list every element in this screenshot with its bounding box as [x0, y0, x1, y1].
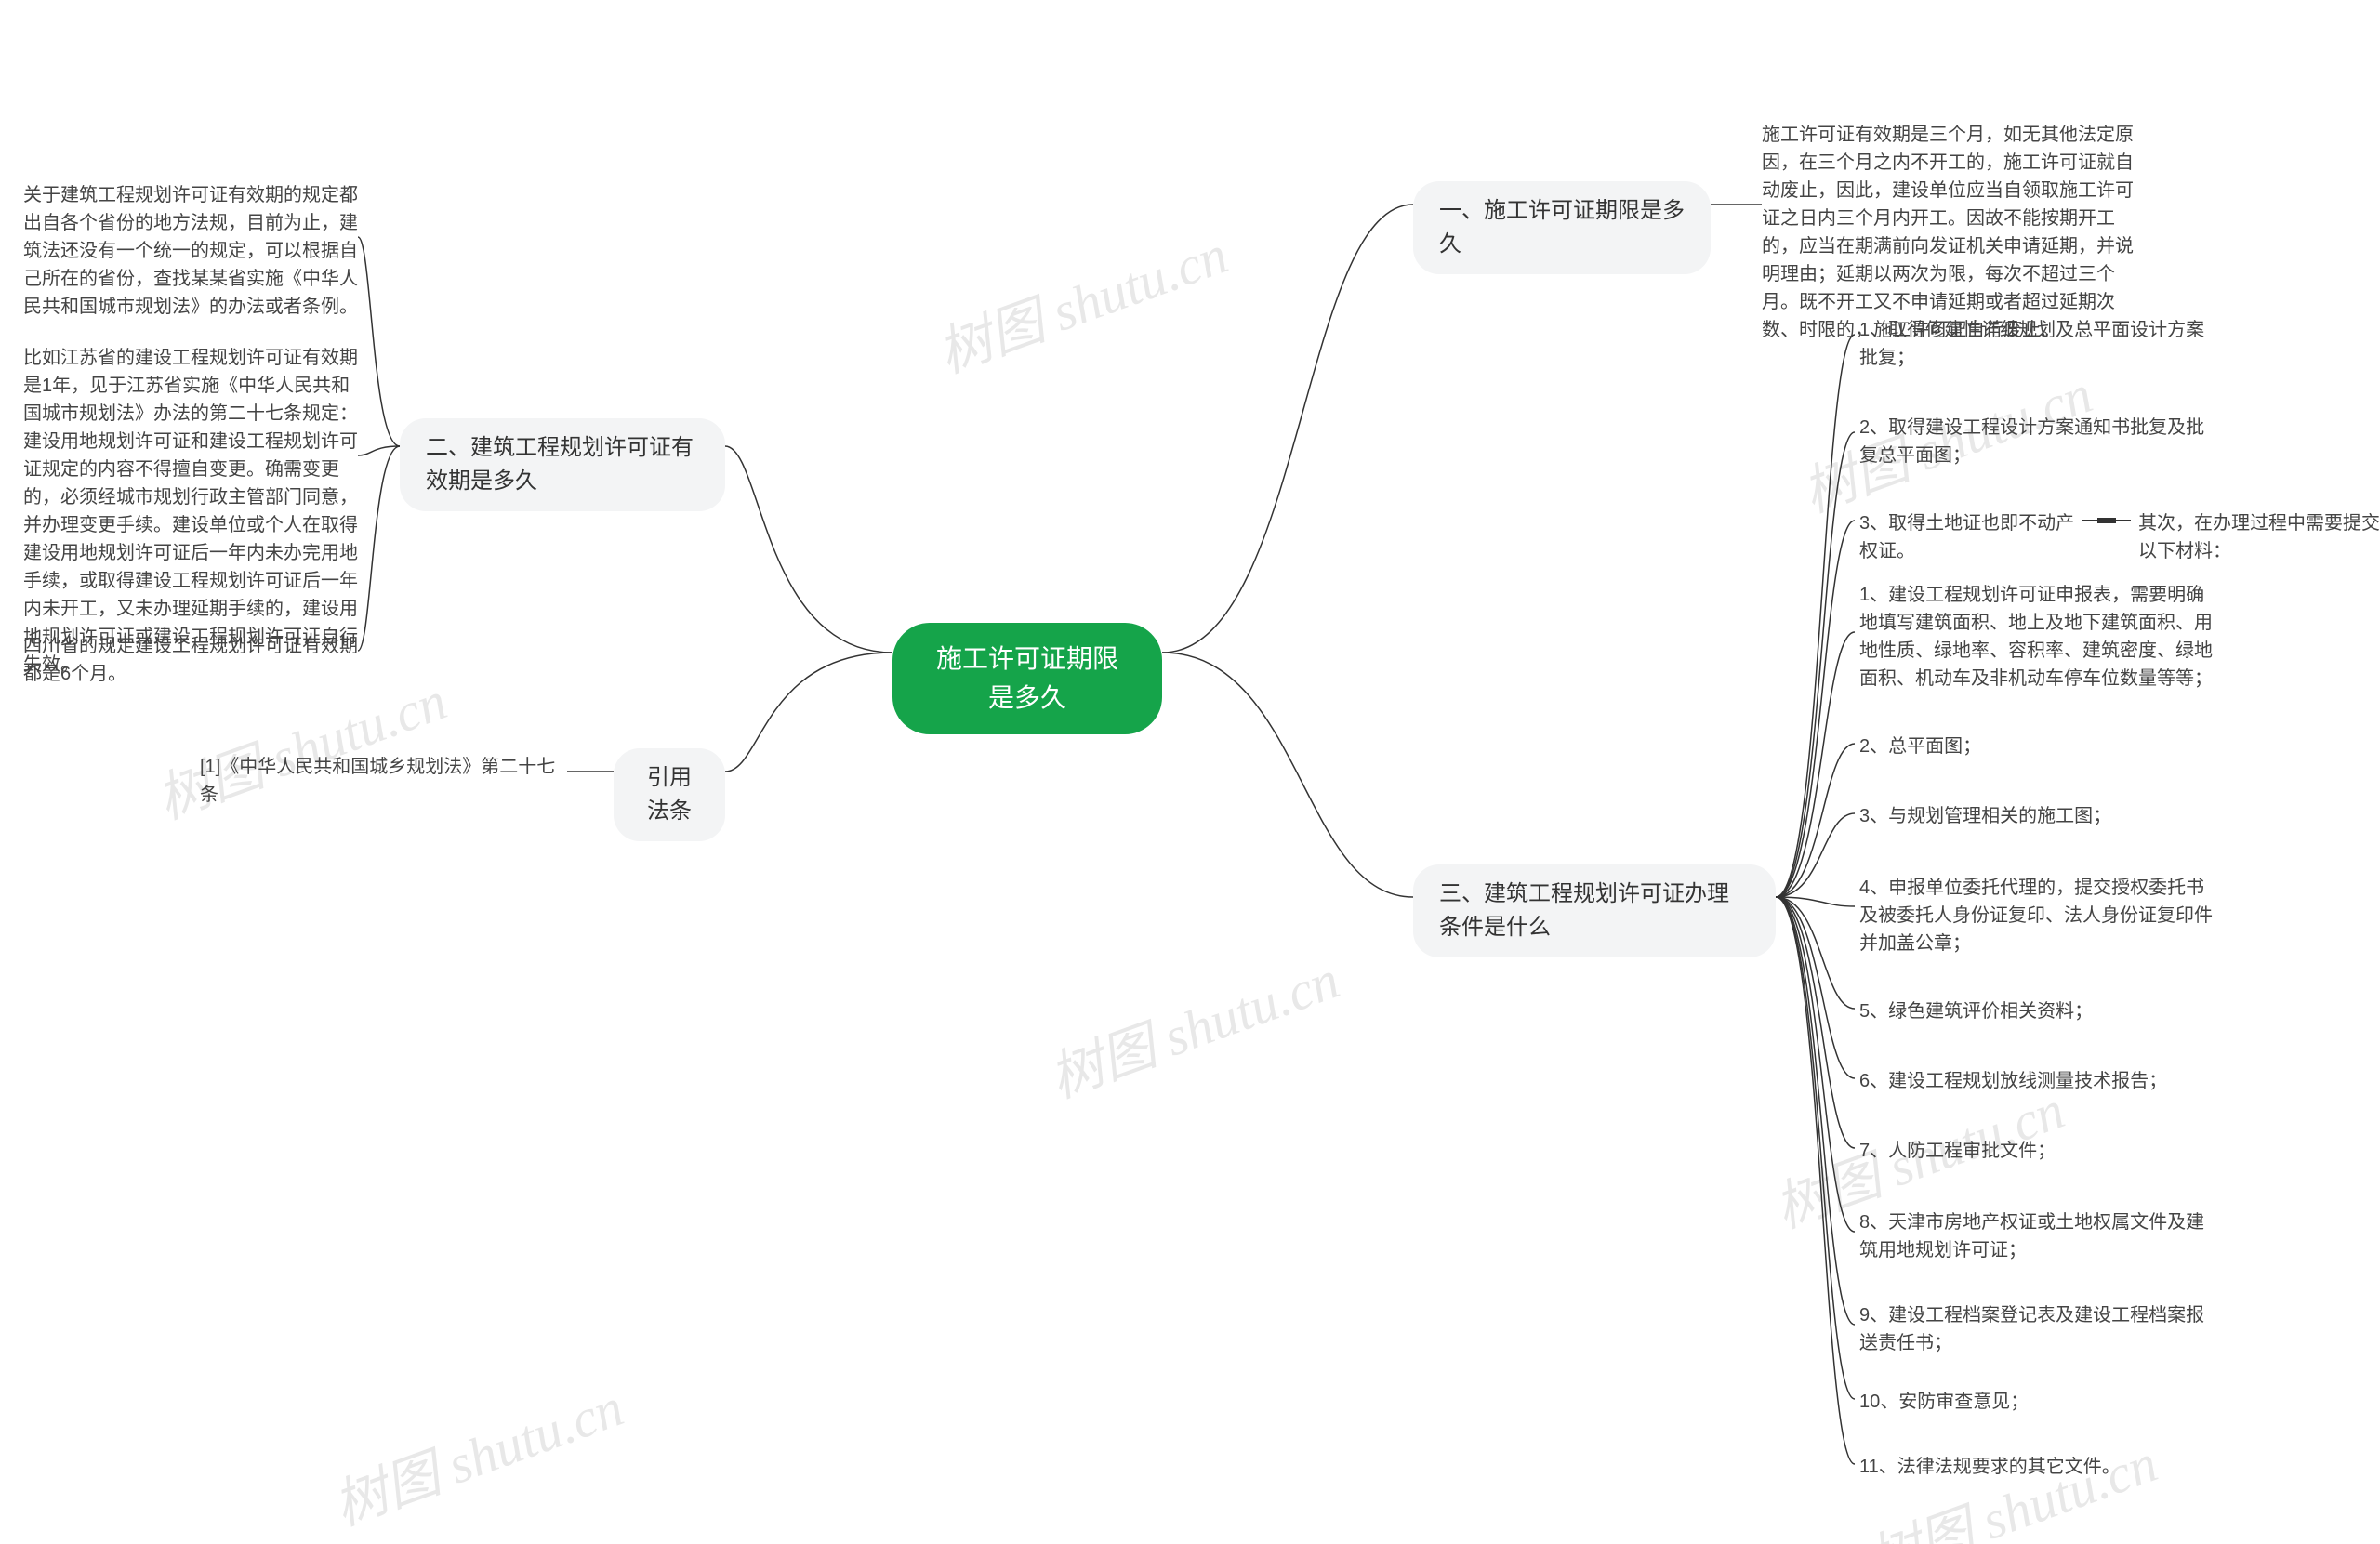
- leaf-reference-1: [1]《中华人民共和国城乡规划法》第二十七条: [200, 753, 567, 809]
- leaf-s2-text-2: 比如江苏省的建设工程规划许可证有效期是1年，见于江苏省实施《中华人民共和国城市规…: [23, 344, 358, 679]
- leaf-s3-item-5: 2、总平面图；: [1859, 732, 1981, 760]
- leaf-s3-item-11: 8、天津市房地产权证或土地权属文件及建筑用地规划许可证；: [1859, 1208, 2222, 1264]
- leaf-s2-text-3: 四川省的规定建设工程规划许可证有效期都是6个月。: [23, 632, 358, 688]
- leaf-section-1-text: 施工许可证有效期是三个月，如无其他法定原因，在三个月之内不开工的，施工许可证就自…: [1762, 121, 2143, 344]
- leaf-s3-item-12: 9、建设工程档案登记表及建设工程档案报送责任书；: [1859, 1301, 2222, 1357]
- leaf-s3-item-13: 10、安防审查意见；: [1859, 1388, 2029, 1416]
- leaf-s3-item-4: 1、建设工程规划许可证申报表，需要明确地填写建筑面积、地上及地下建筑面积、用地性…: [1859, 581, 2222, 693]
- leaf-s3-item-6: 3、与规划管理相关的施工图；: [1859, 802, 2111, 830]
- leaf-s3-item-1: 1、取得修建性详细规划及总平面设计方案批复；: [1859, 316, 2222, 372]
- root-node: 施工许可证期限是多久: [892, 623, 1162, 734]
- branch-section-1: 一、施工许可证期限是多久: [1413, 181, 1711, 274]
- branch-section-3: 三、建筑工程规划许可证办理条件是什么: [1413, 864, 1776, 957]
- branch-references: 引用法条: [614, 748, 725, 841]
- leaf-s3-item-7: 4、申报单位委托代理的，提交授权委托书及被委托人身份证复印、法人身份证复印件并加…: [1859, 874, 2222, 957]
- leaf-s3-item-9: 6、建设工程规划放线测量技术报告；: [1859, 1067, 2167, 1095]
- leaf-s3-item-3-extra: 其次，在办理过程中需要提交以下材料：: [2138, 509, 2380, 565]
- leaf-s3-item-2: 2、取得建设工程设计方案通知书批复及批复总平面图；: [1859, 414, 2222, 469]
- leaf-s3-item-14: 11、法律法规要求的其它文件。: [1859, 1453, 2121, 1481]
- watermark: 树图 shutu.cn: [925, 211, 1236, 388]
- leaf-s3-item-3: 3、取得土地证也即不动产权证。: [1859, 509, 2082, 565]
- watermark: 树图 shutu.cn: [321, 1364, 632, 1540]
- leaf-s2-text-1: 关于建筑工程规划许可证有效期的规定都出自各个省份的地方法规，目前为止，建筑法还没…: [23, 181, 358, 321]
- watermark: 树图 shutu.cn: [1855, 1419, 2166, 1544]
- leaf-s3-item-8: 5、绿色建筑评价相关资料；: [1859, 997, 2093, 1025]
- leaf-s3-item-10: 7、人防工程审批文件；: [1859, 1137, 2056, 1165]
- watermark: 树图 shutu.cn: [1037, 936, 1348, 1113]
- branch-section-2: 二、建筑工程规划许可证有效期是多久: [400, 418, 725, 511]
